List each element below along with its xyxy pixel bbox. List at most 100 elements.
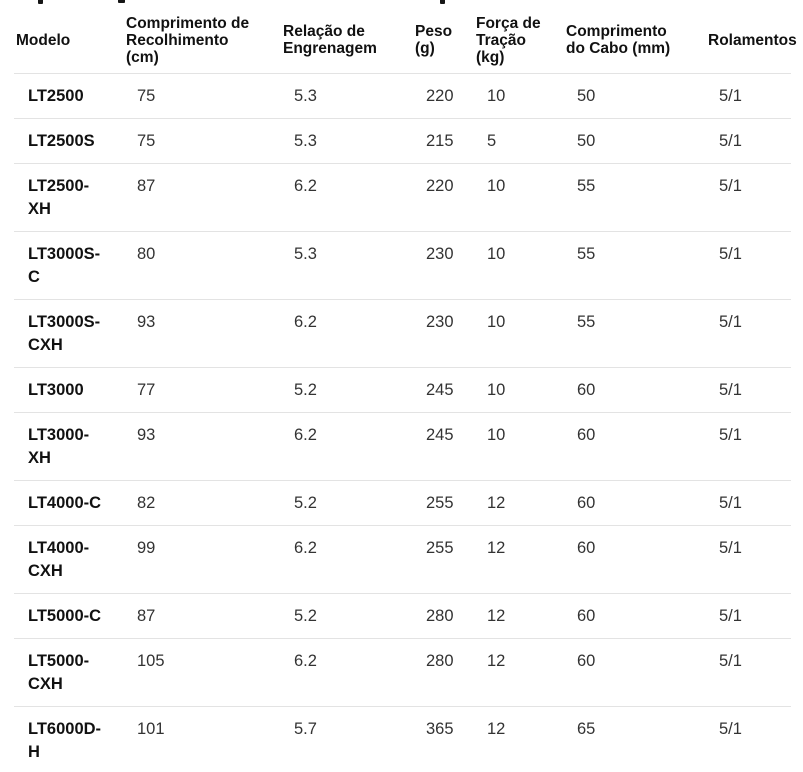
cell-handle_length: 65 [564,706,706,772]
cell-bearings: 5/1 [706,638,791,707]
cell-gear_ratio: 6.2 [281,412,413,481]
cell-recovery_length: 75 [124,118,281,164]
column-header-handle_length: Comprimento do Cabo (mm) [564,8,706,74]
cell-gear_ratio: 5.3 [281,73,413,119]
cell-bearings: 5/1 [706,593,791,639]
cell-bearings: 5/1 [706,525,791,594]
cell-weight: 365 [413,706,474,772]
cell-drag_force: 12 [474,706,564,772]
table-body: LT2500 75 5.3 220 10 50 5/1 LT2500S 75 5.3 215 5 50 5… [14,73,791,772]
cell-recovery_length: 87 [124,163,281,232]
cell-drag_force: 10 [474,299,564,368]
cell-drag_force: 10 [474,367,564,413]
cell-gear_ratio: 6.2 [281,299,413,368]
cell-gear_ratio: 6.2 [281,638,413,707]
cell-bearings: 5/1 [706,367,791,413]
cell-drag_force: 12 [474,525,564,594]
cell-bearings: 5/1 [706,299,791,368]
cell-weight: 245 [413,412,474,481]
cell-gear_ratio: 5.2 [281,480,413,526]
cell-weight: 280 [413,593,474,639]
cell-handle_length: 55 [564,299,706,368]
cell-model: LT4000-C [14,480,124,526]
table-row: LT4000-C 82 5.2 255 12 60 5/1 [14,480,791,526]
cell-weight: 220 [413,73,474,119]
cell-model: LT3000S- C [14,231,124,300]
table-row: LT3000S- CXH 93 6.2 230 10 55 5/1 [14,299,791,368]
column-header-gear_ratio: Relação de Engrenagem [281,8,413,74]
cell-weight: 220 [413,163,474,232]
column-header-model: Modelo [14,8,124,74]
cell-weight: 230 [413,299,474,368]
cell-recovery_length: 105 [124,638,281,707]
specs-table: Modelo Comprimento de Recolhimento (cm) Re… [14,8,797,772]
clipped-text-fragment [38,0,43,4]
cell-model: LT6000D- H [14,706,124,772]
clipped-text-fragment [118,0,125,3]
cell-model: LT3000- XH [14,412,124,481]
cell-drag_force: 10 [474,163,564,232]
cell-handle_length: 60 [564,367,706,413]
cell-model: LT5000-C [14,593,124,639]
clipped-text-fragment [440,0,445,4]
cell-bearings: 5/1 [706,231,791,300]
cell-model: LT3000S- CXH [14,299,124,368]
cell-recovery_length: 75 [124,73,281,119]
cell-gear_ratio: 5.3 [281,231,413,300]
table-row: LT5000- CXH 105 6.2 280 12 60 5/1 [14,638,791,707]
cell-model: LT5000- CXH [14,638,124,707]
column-header-bearings: Rolamentos [706,8,797,74]
table-row: LT3000S- C 80 5.3 230 10 55 5/1 [14,231,791,300]
cell-bearings: 5/1 [706,412,791,481]
cell-recovery_length: 87 [124,593,281,639]
cell-weight: 280 [413,638,474,707]
cell-bearings: 5/1 [706,163,791,232]
table-row: LT2500S 75 5.3 215 5 50 5/1 [14,118,791,164]
cell-recovery_length: 77 [124,367,281,413]
cell-model: LT4000- CXH [14,525,124,594]
cell-handle_length: 55 [564,231,706,300]
cell-recovery_length: 93 [124,299,281,368]
column-header-recovery_length: Comprimento de Recolhimento (cm) [124,8,281,74]
cell-drag_force: 10 [474,231,564,300]
table-row: LT6000D- H 101 5.7 365 12 65 5/1 [14,706,791,772]
cell-drag_force: 12 [474,480,564,526]
table-row: LT2500- XH 87 6.2 220 10 55 5/1 [14,163,791,232]
column-header-drag_force: Força de Tração (kg) [474,8,564,74]
cell-gear_ratio: 5.7 [281,706,413,772]
cell-handle_length: 60 [564,638,706,707]
cell-recovery_length: 101 [124,706,281,772]
table-header-row: Modelo Comprimento de Recolhimento (cm) Re… [14,8,797,74]
cell-model: LT3000 [14,367,124,413]
table-row: LT3000 77 5.2 245 10 60 5/1 [14,367,791,413]
cell-model: LT2500S [14,118,124,164]
cell-drag_force: 12 [474,638,564,707]
cell-gear_ratio: 6.2 [281,163,413,232]
cell-recovery_length: 80 [124,231,281,300]
cell-recovery_length: 82 [124,480,281,526]
cell-weight: 215 [413,118,474,164]
cell-bearings: 5/1 [706,73,791,119]
cell-weight: 230 [413,231,474,300]
cell-handle_length: 55 [564,163,706,232]
cell-handle_length: 60 [564,480,706,526]
cell-gear_ratio: 5.2 [281,367,413,413]
cell-drag_force: 10 [474,73,564,119]
cell-bearings: 5/1 [706,706,791,772]
cell-weight: 255 [413,480,474,526]
cell-model: LT2500- XH [14,163,124,232]
cell-weight: 245 [413,367,474,413]
cell-handle_length: 60 [564,525,706,594]
column-header-weight: Peso (g) [413,8,474,74]
cell-weight: 255 [413,525,474,594]
table-row: LT4000- CXH 99 6.2 255 12 60 5/1 [14,525,791,594]
cell-gear_ratio: 5.2 [281,593,413,639]
cell-handle_length: 60 [564,412,706,481]
cell-drag_force: 12 [474,593,564,639]
cell-handle_length: 50 [564,73,706,119]
table-row: LT5000-C 87 5.2 280 12 60 5/1 [14,593,791,639]
cell-recovery_length: 93 [124,412,281,481]
cell-gear_ratio: 5.3 [281,118,413,164]
cell-drag_force: 10 [474,412,564,481]
